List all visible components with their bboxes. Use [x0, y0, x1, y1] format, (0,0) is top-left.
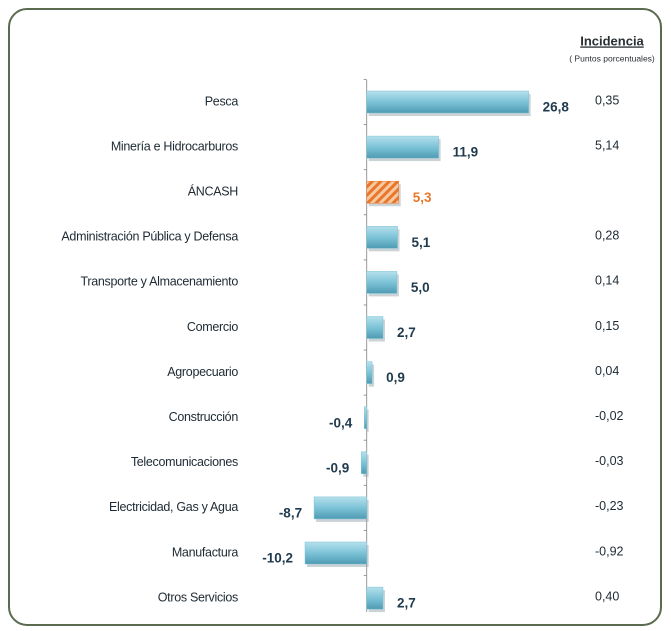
- category-label: Manufactura: [172, 545, 239, 559]
- bar: [366, 226, 398, 249]
- category-label: Construcción: [169, 410, 239, 424]
- value-label: 11,9: [453, 145, 479, 160]
- incidence-label: -0,23: [595, 499, 624, 513]
- value-label: -8,7: [279, 505, 302, 520]
- bar-shadow: [366, 409, 369, 432]
- bar: [304, 541, 367, 565]
- bar: [360, 451, 367, 475]
- value-label: 2,7: [397, 596, 416, 611]
- incidence-label: 0,40: [595, 589, 619, 603]
- category-label: Electricidad, Gas y Agua: [109, 500, 238, 514]
- value-label: -0,9: [326, 460, 349, 475]
- incidence-label: 0,15: [595, 319, 619, 333]
- incidence-label: 5,14: [595, 138, 619, 152]
- bar: [366, 180, 399, 204]
- bar: [366, 90, 529, 114]
- incidence-label: 0,14: [595, 274, 619, 288]
- incidence-label: 0,04: [595, 364, 619, 378]
- value-label: 26,8: [543, 100, 570, 115]
- value-label: 5,1: [411, 235, 430, 250]
- category-label: Telecomunicaciones: [131, 455, 238, 469]
- incidence-label: 0,35: [595, 93, 619, 107]
- category-label: Agropecuario: [167, 365, 238, 379]
- bar: [366, 586, 384, 610]
- incidence-label: -0,03: [595, 454, 624, 468]
- bar: [366, 316, 384, 339]
- category-label: Administración Pública y Defensa: [61, 230, 238, 244]
- bar: [313, 496, 367, 520]
- category-label: Transporte y Almacenamiento: [81, 275, 239, 289]
- bar: [366, 271, 398, 294]
- category-label: Otros Servicios: [158, 590, 238, 604]
- category-label: Comercio: [187, 320, 238, 334]
- category-label: ÁNCASH: [188, 183, 239, 198]
- incidence-subtitle: ( Puntos porcentuales): [569, 53, 655, 63]
- value-label: -0,4: [329, 415, 353, 430]
- bar: [363, 406, 367, 429]
- incidence-label: 0,28: [595, 229, 619, 243]
- value-label: 2,7: [397, 325, 416, 340]
- incidence-label: -0,92: [595, 544, 624, 558]
- bar: [366, 135, 439, 159]
- value-label: 5,0: [411, 280, 430, 295]
- value-label: -10,2: [262, 551, 293, 566]
- value-label: 0,9: [386, 370, 405, 385]
- category-label: Minería e Hidrocarburos: [111, 139, 238, 153]
- incidence-title: Incidencia: [580, 33, 644, 48]
- frame: [8, 8, 662, 626]
- bar: [366, 361, 373, 384]
- value-label: 5,3: [413, 190, 432, 205]
- incidence-label: -0,02: [595, 409, 624, 423]
- category-label: Pesca: [205, 94, 239, 108]
